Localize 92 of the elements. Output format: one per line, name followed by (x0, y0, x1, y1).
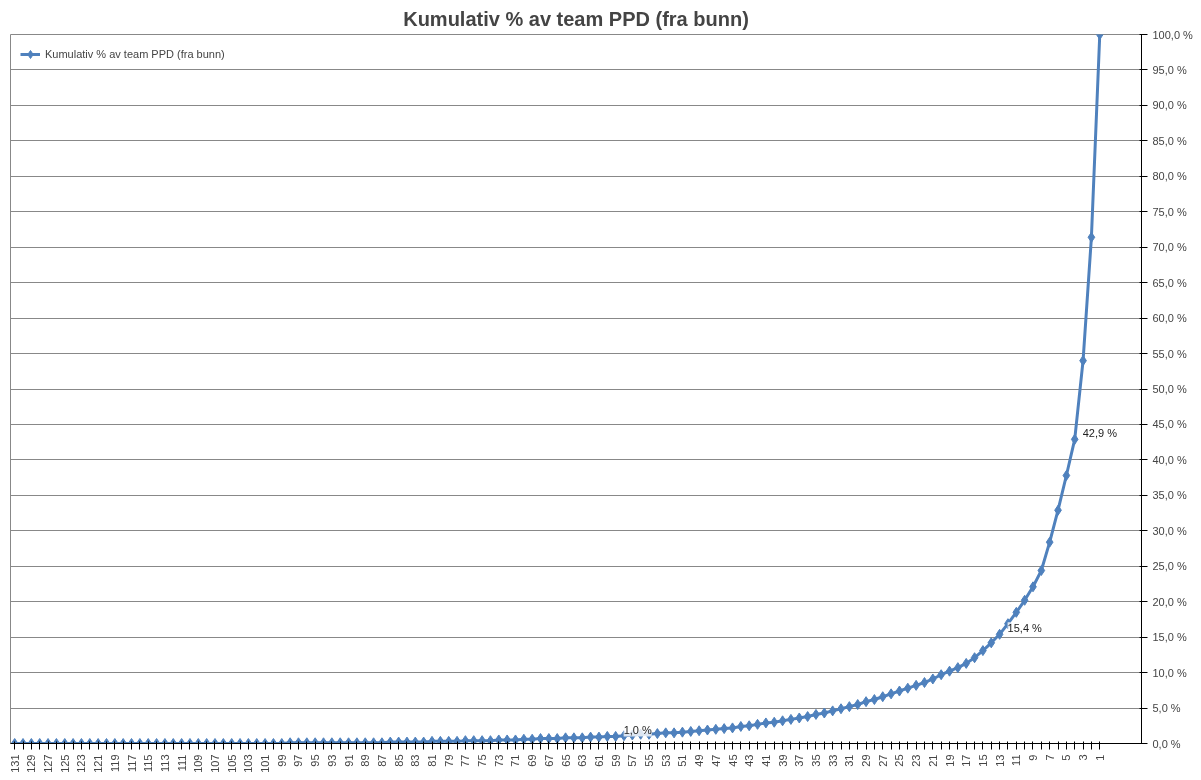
x-tick-label: 81 (426, 754, 439, 767)
x-tick-label: 45 (726, 754, 739, 767)
x-tick-label: 131 (8, 754, 21, 773)
chart-title: Kumulativ % av team PPD (fra bunn) (403, 7, 749, 30)
y-tick-label: 30,0 % (1152, 524, 1187, 537)
x-tick-label: 85 (392, 754, 405, 767)
y-tick-label: 10,0 % (1152, 666, 1187, 679)
x-tick-label: 101 (259, 754, 272, 773)
x-tick-label: 87 (375, 754, 388, 767)
x-tick-label: 119 (108, 754, 121, 773)
y-tick-label: 90,0 % (1152, 99, 1187, 112)
x-tick-label: 55 (643, 754, 656, 767)
x-tick-label: 103 (242, 754, 255, 773)
x-tick-label: 19 (943, 754, 956, 767)
x-tick-label: 121 (92, 754, 105, 773)
x-tick-label: 89 (359, 754, 372, 767)
x-tick-label: 95 (309, 754, 322, 767)
x-tick-label: 7 (1043, 754, 1056, 761)
x-tick-label: 29 (860, 754, 873, 767)
x-tick-label: 115 (142, 754, 155, 773)
x-tick-label: 43 (743, 754, 756, 767)
x-tick-label: 83 (409, 754, 422, 767)
x-tick-label: 93 (325, 754, 338, 767)
x-tick-label: 97 (292, 754, 305, 767)
y-tick-label: 65,0 % (1152, 276, 1187, 289)
y-tick-label: 70,0 % (1152, 241, 1187, 254)
y-tick-label: 85,0 % (1152, 134, 1187, 147)
x-tick-label: 33 (826, 754, 839, 767)
data-label: 1,0 % (623, 724, 652, 737)
y-tick-label: 45,0 % (1152, 418, 1187, 431)
y-tick-label: 95,0 % (1152, 63, 1187, 76)
x-tick-label: 125 (58, 754, 71, 773)
x-tick-label: 65 (559, 754, 572, 767)
x-tick-label: 91 (342, 754, 355, 767)
x-tick-label: 21 (926, 754, 939, 767)
x-tick-label: 9 (1026, 754, 1039, 761)
x-tick-label: 39 (776, 754, 789, 767)
x-tick-label: 11 (1010, 754, 1023, 766)
x-tick-label: 23 (910, 754, 923, 767)
x-tick-label: 51 (676, 754, 689, 767)
x-tick-label: 79 (442, 754, 455, 767)
x-tick-label: 47 (709, 754, 722, 767)
x-tick-label: 105 (225, 754, 238, 773)
x-tick-label: 61 (592, 754, 605, 767)
y-tick-label: 25,0 % (1152, 560, 1187, 573)
x-tick-label: 127 (42, 754, 55, 773)
data-label: 42,9 % (1082, 427, 1118, 440)
x-tick-label: 99 (275, 754, 288, 767)
legend-label: Kumulativ % av team PPD (fra bunn) (45, 48, 225, 60)
x-tick-label: 69 (526, 754, 539, 767)
y-tick-label: 50,0 % (1152, 383, 1187, 395)
x-tick-label: 37 (793, 754, 806, 767)
y-tick-label: 40,0 % (1152, 453, 1187, 466)
x-tick-label: 41 (759, 754, 772, 767)
x-tick-label: 15 (976, 754, 989, 767)
x-tick-label: 123 (75, 754, 88, 773)
y-tick-label: 80,0 % (1152, 170, 1187, 183)
x-tick-label: 31 (843, 754, 856, 767)
x-tick-label: 27 (876, 754, 889, 767)
y-tick-label: 55,0 % (1152, 347, 1187, 360)
y-tick-label: 20,0 % (1152, 595, 1187, 608)
x-tick-label: 67 (542, 754, 555, 767)
x-tick-label: 25 (893, 754, 906, 767)
x-tick-label: 1 (1093, 754, 1106, 761)
x-tick-label: 77 (459, 754, 472, 767)
y-tick-label: 5,0 % (1152, 702, 1181, 715)
x-tick-label: 107 (209, 754, 221, 773)
x-tick-label: 17 (960, 754, 973, 767)
x-tick-label: 13 (993, 754, 1006, 767)
x-tick-label: 75 (476, 754, 489, 767)
y-tick-label: 60,0 % (1152, 312, 1187, 325)
x-tick-label: 49 (693, 754, 706, 767)
y-tick-label: 75,0 % (1152, 205, 1187, 218)
data-label: 15,4 % (1007, 622, 1043, 635)
x-tick-label: 129 (25, 754, 38, 773)
x-tick-label: 63 (576, 754, 589, 767)
x-tick-label: 57 (626, 754, 639, 767)
y-tick-label: 15,0 % (1152, 631, 1187, 644)
y-tick-label: 100,0 % (1152, 28, 1194, 41)
x-tick-label: 117 (125, 754, 138, 773)
x-tick-label: 5 (1060, 754, 1073, 761)
x-tick-label: 113 (158, 754, 171, 773)
x-tick-label: 71 (509, 754, 522, 767)
x-tick-label: 35 (809, 754, 822, 767)
x-tick-label: 53 (659, 754, 672, 767)
x-tick-label: 3 (1077, 754, 1090, 761)
y-tick-label: 0,0 % (1152, 737, 1181, 750)
x-tick-label: 73 (492, 754, 505, 767)
y-tick-label: 35,0 % (1152, 489, 1187, 502)
x-tick-label: 109 (192, 754, 205, 773)
x-tick-label: 59 (609, 754, 622, 767)
x-tick-label: 111 (175, 754, 188, 772)
